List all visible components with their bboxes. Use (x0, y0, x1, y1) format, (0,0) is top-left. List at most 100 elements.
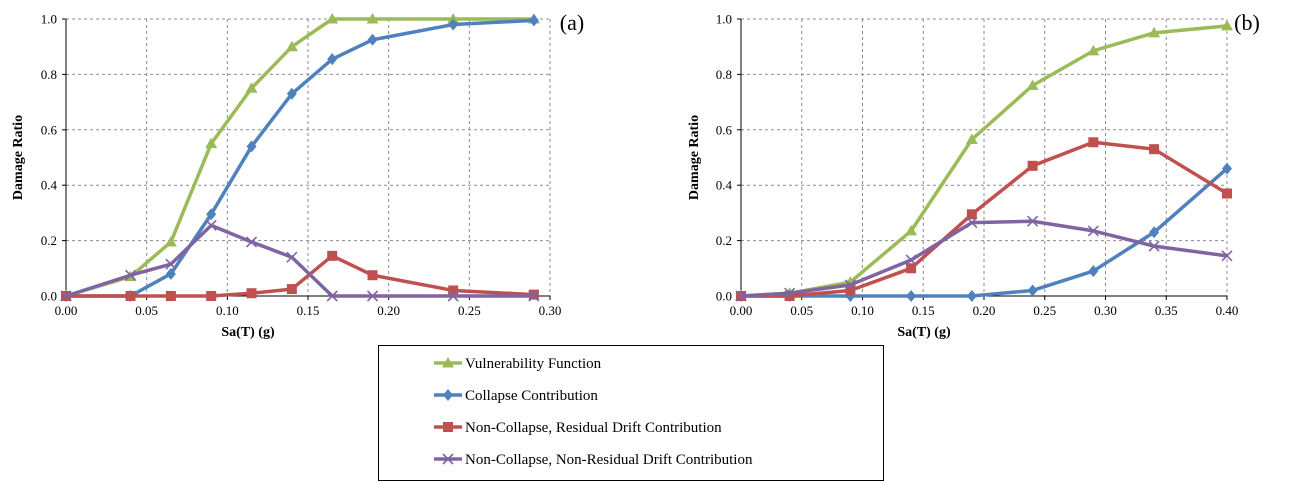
legend-box (378, 345, 884, 481)
y-tick-label: 0.6 (41, 122, 58, 137)
y-tick-label: 0.2 (716, 233, 732, 248)
x-tick-label: 0.15 (297, 303, 320, 318)
data-point-non-collapse-residual-drift-contribution (845, 285, 856, 296)
y-tick-label: 0.2 (41, 233, 57, 248)
y-tick-label: 1.0 (716, 12, 732, 27)
x-tick-label: 0.00 (55, 303, 78, 318)
x-tick-label: 0.05 (790, 303, 813, 318)
data-point-collapse-contribution (206, 208, 217, 221)
data-point-non-collapse-residual-drift-contribution (165, 291, 176, 301)
data-point-vulnerability-function (1221, 19, 1233, 31)
legend-label-collapse-contribution: Collapse Contribution (465, 388, 598, 404)
data-point-non-collapse-residual-drift-contribution (246, 288, 257, 299)
data-point-non-collapse-non-residual-drift-contribution (60, 290, 72, 302)
data-point-vulnerability-function (285, 40, 298, 52)
x-tick-label: 0.10 (216, 303, 239, 318)
data-point-collapse-contribution (165, 267, 176, 280)
panel-label: (a) (560, 10, 584, 35)
data-point-non-collapse-residual-drift-contribution (448, 285, 459, 296)
data-point-non-collapse-residual-drift-contribution (906, 263, 917, 274)
legend-marker-collapse-contribution (443, 389, 453, 401)
data-point-non-collapse-non-residual-drift-contribution (784, 287, 796, 299)
x-tick-label: 0.20 (973, 303, 996, 318)
data-point-non-collapse-non-residual-drift-contribution (735, 290, 747, 302)
data-point-non-collapse-residual-drift-contribution (1027, 160, 1038, 171)
y-tick-label: 0.4 (716, 178, 733, 193)
data-point-non-collapse-non-residual-drift-contribution (245, 236, 258, 248)
data-point-collapse-contribution (327, 53, 338, 66)
data-point-non-collapse-non-residual-drift-contribution (205, 219, 217, 231)
x-tick-label: 0.00 (730, 303, 753, 318)
data-point-non-collapse-non-residual-drift-contribution (528, 290, 540, 302)
data-point-non-collapse-residual-drift-contribution (966, 209, 977, 220)
x-tick-label: 0.05 (135, 303, 158, 318)
series-line-non-collapse-residual-drift-contribution (66, 254, 534, 298)
data-point-non-collapse-non-residual-drift-contribution (1087, 225, 1099, 237)
data-point-non-collapse-non-residual-drift-contribution (366, 290, 379, 302)
y-tick-label: 0.0 (41, 289, 57, 304)
y-tick-label: 0.6 (716, 122, 733, 137)
data-point-non-collapse-residual-drift-contribution (367, 270, 378, 281)
data-point-vulnerability-function (245, 82, 258, 93)
data-point-collapse-contribution (528, 14, 539, 27)
data-point-collapse-contribution (1222, 162, 1232, 175)
data-point-non-collapse-residual-drift-contribution (784, 291, 795, 301)
data-point-collapse-contribution (367, 33, 378, 46)
data-point-non-collapse-non-residual-drift-contribution (966, 217, 978, 229)
data-point-vulnerability-function (905, 224, 918, 236)
data-point-non-collapse-residual-drift-contribution (125, 291, 136, 301)
data-point-non-collapse-residual-drift-contribution (327, 250, 338, 261)
data-point-non-collapse-residual-drift-contribution (1088, 137, 1099, 148)
data-point-non-collapse-non-residual-drift-contribution (844, 279, 856, 291)
data-point-non-collapse-non-residual-drift-contribution (326, 290, 338, 302)
y-tick-label: 0.4 (41, 178, 58, 193)
legend-label-non-collapse-residual-drift-contribution: Non-Collapse, Residual Drift Contributio… (465, 420, 722, 436)
data-point-vulnerability-function (1148, 26, 1161, 38)
x-tick-label: 0.30 (539, 303, 562, 318)
legend-marker-non-collapse-non-residual-drift-contribution (442, 453, 454, 465)
x-tick-label: 0.25 (1033, 303, 1056, 318)
data-point-non-collapse-non-residual-drift-contribution (286, 251, 298, 263)
legend-marker-vulnerability-function (442, 357, 454, 368)
data-point-non-collapse-non-residual-drift-contribution (1027, 215, 1039, 227)
data-point-vulnerability-function (1026, 79, 1039, 90)
panel-label: (b) (1234, 10, 1260, 35)
x-tick-label: 0.35 (1155, 303, 1178, 318)
x-tick-label: 0.25 (458, 303, 481, 318)
data-point-vulnerability-function (205, 137, 218, 149)
data-point-collapse-contribution (246, 140, 257, 153)
x-tick-label: 0.10 (851, 303, 874, 318)
x-tick-label: 0.20 (377, 303, 400, 318)
x-tick-label: 0.30 (1094, 303, 1117, 318)
chart-panel-b: 0.00 0.05 0.10 0.15 0.20 0.25 0.30 0.35 0.40 0.0 0… (687, 10, 1260, 340)
data-point-non-collapse-non-residual-drift-contribution (1148, 240, 1160, 252)
x-tick-label: 0.15 (912, 303, 935, 318)
data-point-collapse-contribution (286, 87, 297, 100)
chart-panel-a: 0.00 0.05 0.10 0.15 0.20 0.25 0.30 0.0 0.2 0.4 0.6… (11, 10, 584, 340)
data-point-collapse-contribution (1149, 226, 1160, 239)
data-point-non-collapse-non-residual-drift-contribution (447, 290, 459, 302)
data-point-collapse-contribution (966, 290, 977, 302)
y-tick-label: 0.8 (716, 67, 732, 82)
y-tick-label: 1.0 (41, 12, 57, 27)
data-point-non-collapse-residual-drift-contribution (206, 291, 217, 301)
data-point-non-collapse-residual-drift-contribution (1149, 144, 1160, 155)
data-point-non-collapse-residual-drift-contribution (286, 284, 297, 295)
data-point-vulnerability-function (326, 13, 339, 24)
data-point-collapse-contribution (1027, 284, 1038, 297)
data-point-vulnerability-function (366, 13, 379, 24)
series-line-non-collapse-non-residual-drift-contribution (65, 223, 534, 298)
data-point-non-collapse-non-residual-drift-contribution (165, 258, 177, 270)
y-axis-title: Damage Ratio (11, 115, 26, 200)
series-line-vulnerability-function (65, 17, 534, 298)
chart-legend: Vulnerability Function Collapse Contribut… (378, 345, 884, 481)
data-point-non-collapse-non-residual-drift-contribution (1221, 250, 1233, 262)
x-tick-label: 0.40 (1216, 303, 1239, 318)
data-point-non-collapse-residual-drift-contribution (1222, 188, 1232, 199)
x-axis-title: Sa(T) (g) (897, 325, 951, 340)
data-point-collapse-contribution (448, 18, 459, 31)
data-point-collapse-contribution (1088, 265, 1099, 278)
series-line-collapse-contribution (66, 18, 534, 298)
data-point-vulnerability-function (447, 13, 460, 24)
